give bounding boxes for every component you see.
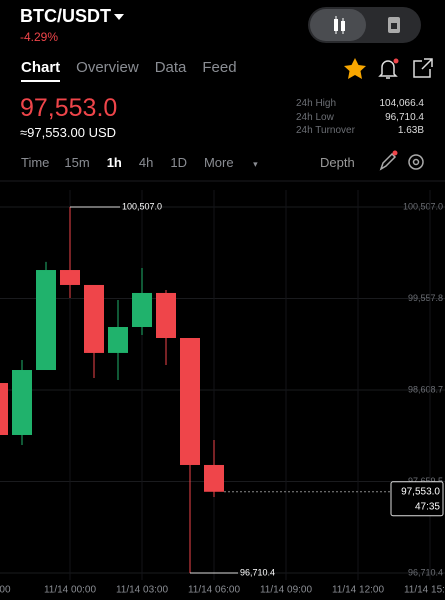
y-tick-label: 96,710.4 bbox=[408, 567, 443, 577]
candle-body bbox=[180, 337, 200, 465]
change: -4.29% bbox=[20, 30, 59, 44]
candle-body bbox=[132, 292, 152, 328]
candle-body bbox=[204, 464, 224, 492]
countdown: 47:35 bbox=[415, 501, 440, 512]
tabs: Chart Overview Data Feed bbox=[21, 59, 253, 82]
candle-body bbox=[84, 284, 104, 353]
interval[interactable]: 1D bbox=[170, 155, 187, 170]
interval[interactable]: More bbox=[203, 155, 234, 170]
tab[interactable]: Chart bbox=[21, 59, 61, 82]
chart-tools bbox=[379, 150, 424, 171]
x-tick-label: 11/14 03:00 bbox=[116, 585, 169, 596]
alert[interactable] bbox=[378, 60, 398, 79]
x-tick-label: 11/14 15:00 bbox=[404, 585, 445, 596]
low-label: 96,710.4 bbox=[240, 567, 275, 577]
settings[interactable] bbox=[408, 154, 424, 170]
tab[interactable]: Overview bbox=[76, 59, 139, 76]
last-price-label: 97,553.0 bbox=[401, 486, 440, 497]
interval[interactable]: Time bbox=[21, 155, 50, 170]
x-tick-label: 11/14 12:00 bbox=[332, 585, 385, 596]
caret[interactable] bbox=[113, 12, 125, 22]
last-price-box bbox=[390, 481, 444, 517]
stat-label: 24h High bbox=[296, 98, 337, 109]
view-toggle[interactable] bbox=[308, 7, 421, 43]
tab[interactable]: Feed bbox=[202, 59, 237, 76]
candle-body bbox=[12, 370, 32, 435]
intervals: Time 15m 1h 4h 1D More ▾ bbox=[21, 155, 258, 170]
last-price: 97,553.0 bbox=[20, 94, 118, 122]
high-label: 100,507.0 bbox=[122, 201, 162, 211]
candle-body bbox=[60, 270, 80, 285]
draw-tool[interactable] bbox=[379, 152, 397, 171]
x-tick-label: 11/14 06:00 bbox=[188, 585, 241, 596]
y-tick-label: 97,659.5 bbox=[408, 476, 443, 486]
toolbar-icons bbox=[344, 58, 433, 79]
stat-label: 24h Turnover bbox=[296, 125, 355, 136]
candle-body bbox=[36, 270, 56, 371]
y-tick-label: 100,507.0 bbox=[403, 201, 443, 211]
tab[interactable]: Data bbox=[154, 59, 187, 76]
favorite[interactable] bbox=[344, 58, 366, 79]
x-tick-label: 11/14 00:00 bbox=[44, 585, 97, 596]
candle-body bbox=[0, 383, 8, 435]
interval[interactable]: 4h bbox=[138, 155, 154, 170]
candle-body bbox=[108, 327, 128, 353]
y-tick-label: 98,608.7 bbox=[408, 384, 443, 394]
candle-body bbox=[156, 292, 176, 338]
stat-label: 24h Low bbox=[296, 111, 334, 123]
share[interactable] bbox=[413, 58, 433, 78]
stat-value: 96,710.4 bbox=[385, 111, 424, 123]
interval[interactable]: 1h bbox=[106, 155, 122, 170]
pair[interactable]: BTC/USDT bbox=[20, 6, 111, 26]
stat-value: 104,066.4 bbox=[379, 98, 425, 109]
y-tick-label: 99,557.8 bbox=[408, 293, 443, 303]
usd-price: ≈97,553.00 USD bbox=[20, 125, 117, 140]
x-tick-label: 11/14 09:00 bbox=[260, 585, 313, 596]
interval[interactable]: 15m bbox=[64, 155, 90, 170]
caret: ▾ bbox=[250, 159, 258, 169]
stat-value: 1.63B bbox=[397, 125, 424, 136]
depth[interactable]: Depth bbox=[320, 155, 355, 170]
x-tick-label: 21:00 bbox=[0, 585, 11, 596]
